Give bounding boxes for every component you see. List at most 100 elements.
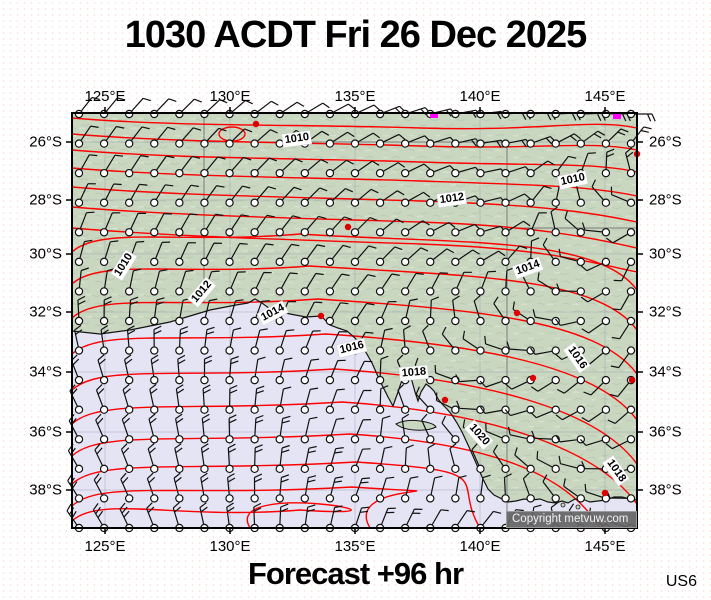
station-circle (551, 405, 560, 414)
wind-barb-staff (357, 216, 378, 230)
station-circle (250, 287, 259, 296)
forecast-label: Forecast +96 hr (247, 556, 464, 591)
wind-barb-staff (581, 411, 603, 423)
station-circle (451, 346, 460, 355)
wind-barb (375, 190, 405, 207)
wind-barb-staff (254, 385, 265, 406)
station-circle (626, 228, 636, 237)
station-circle (300, 435, 310, 444)
wind-barb-staff (485, 423, 503, 439)
wind-barb-staff (431, 509, 449, 525)
station-circle (74, 287, 84, 296)
wind-barb (150, 155, 175, 178)
wind-barb-staff (449, 443, 457, 466)
wind-barb-staff (306, 301, 323, 318)
isobar-line (72, 502, 352, 528)
wind-barb-staff (156, 126, 176, 141)
station-circle (476, 168, 485, 178)
station-circle (325, 494, 335, 503)
wind-barb (175, 184, 199, 207)
wind-barb (150, 354, 159, 385)
coastline (72, 298, 637, 504)
city-dot (628, 376, 636, 384)
wind-barb (250, 129, 278, 148)
isobar-line (72, 401, 637, 505)
wind-barb-staff (282, 158, 303, 171)
wind-barb-staff (484, 335, 502, 350)
wind-barb-staff (227, 443, 236, 465)
station-circle (426, 435, 435, 444)
station-circle (451, 257, 460, 267)
station-circle (175, 168, 184, 178)
wind-barb (397, 383, 410, 414)
wind-barb-staff (431, 272, 448, 289)
wind-barb (175, 354, 186, 385)
wind-barb (225, 384, 238, 414)
station-circle (626, 287, 636, 296)
wind-barb-staff (279, 503, 289, 525)
wind-barb-staff (458, 249, 480, 261)
wind-barb-staff (206, 99, 228, 112)
wind-barb (175, 127, 202, 148)
wind-barb-staff (583, 130, 606, 142)
wind-barb-staff (536, 451, 553, 468)
wind-barb-staff (613, 265, 630, 282)
lon-label-top: 125°E (84, 88, 126, 105)
isobar-line (72, 186, 637, 223)
wind-barb (325, 244, 351, 267)
station-circle (601, 435, 611, 444)
city-dot (344, 223, 352, 231)
wind-barb-staff (605, 440, 628, 450)
wind-barb (225, 443, 236, 474)
wind-barb (530, 375, 560, 392)
wind-barb (613, 257, 636, 282)
wind-barb-staff (282, 101, 305, 113)
station-circle (426, 405, 435, 414)
wind-barb (476, 474, 491, 503)
wind-barb-staff (380, 476, 395, 495)
station-circle (124, 198, 134, 207)
wind-barb-staff (229, 355, 239, 377)
station-circle (74, 346, 84, 355)
station-circle (150, 139, 159, 148)
station-circle (451, 435, 460, 444)
wind-barb (200, 185, 225, 207)
station-circle (526, 287, 535, 296)
station-circle (526, 494, 535, 503)
station-circle (501, 494, 510, 503)
wind-barb-staff (304, 504, 316, 525)
station-circle (426, 228, 435, 237)
wind-barb-staff (580, 292, 603, 303)
station-circle (250, 464, 259, 474)
wind-barb (555, 405, 586, 421)
wind-barb (451, 475, 467, 503)
wind-barb-staff (181, 155, 201, 171)
wind-barb (225, 414, 237, 444)
station-circle (275, 375, 284, 385)
wind-barb (400, 220, 430, 237)
wind-barb (99, 240, 119, 267)
station-circle (200, 405, 209, 414)
wind-barb-staff (226, 502, 235, 525)
station-circle (300, 228, 310, 237)
wind-barb (74, 239, 93, 267)
station-circle (275, 405, 284, 414)
lat-label-right: 32°S (649, 303, 682, 321)
wind-barb-staff (231, 156, 252, 171)
wind-barb-staff (80, 154, 98, 170)
station-circle (526, 435, 535, 444)
station-circle (551, 464, 560, 474)
wind-barb-staff (610, 353, 630, 369)
model-code: US6 (665, 573, 697, 590)
station-circle (350, 405, 360, 414)
station-circle (300, 346, 310, 355)
station-circle (275, 316, 284, 326)
wind-barb-staff (206, 185, 225, 200)
wind-barb-staff (356, 389, 372, 407)
wind-barb-staff (129, 268, 142, 288)
wind-barb (70, 354, 84, 385)
wind-barb (375, 446, 393, 474)
wind-barb (558, 455, 586, 474)
station-circle (225, 464, 234, 474)
lat-label-right: 38°S (649, 481, 682, 499)
